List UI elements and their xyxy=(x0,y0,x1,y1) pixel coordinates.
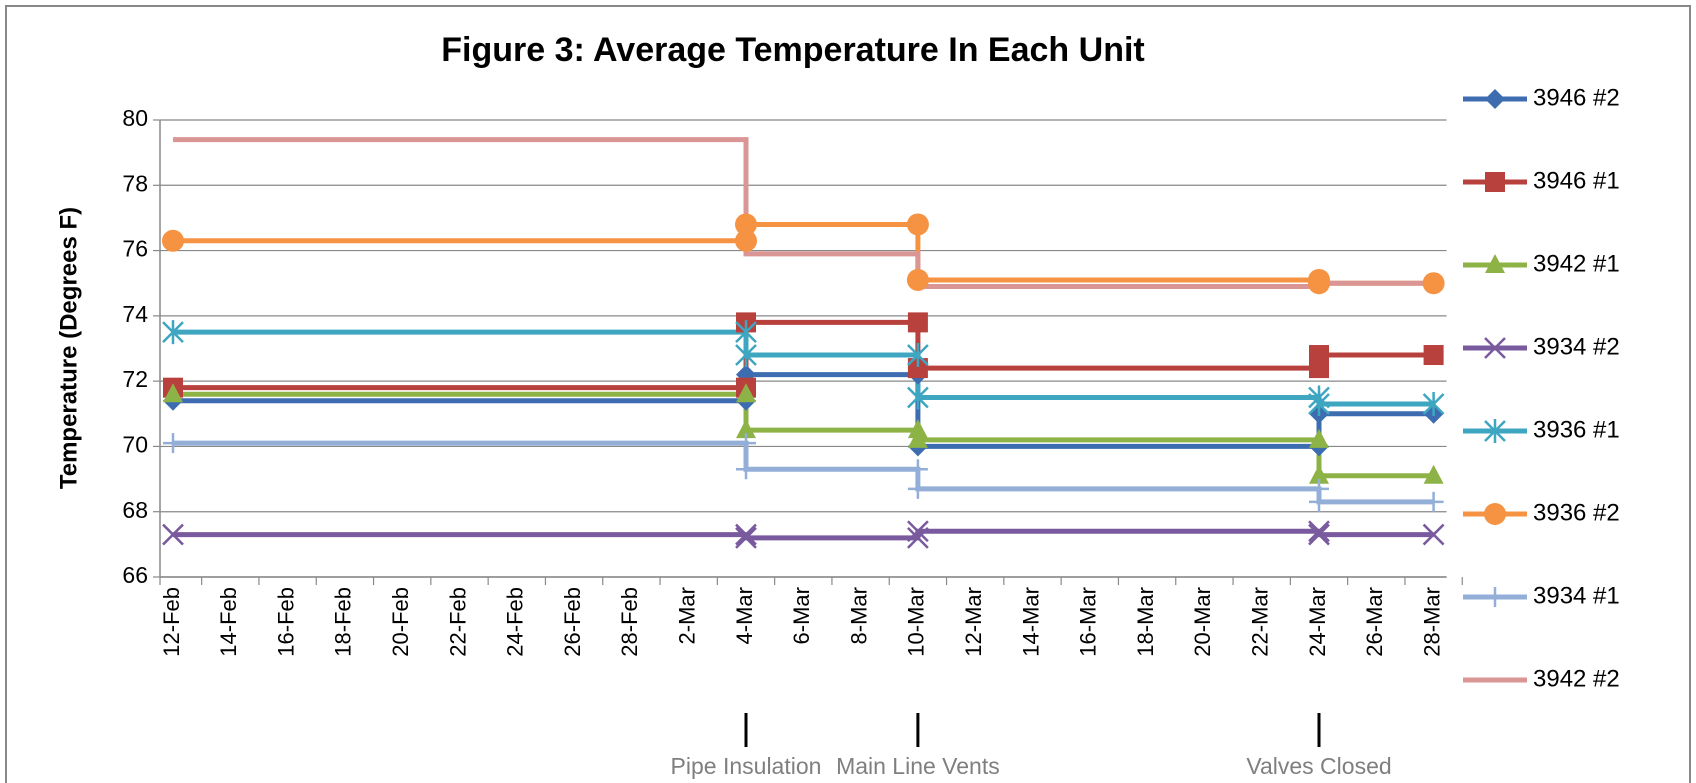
marker xyxy=(1309,464,1329,484)
marker xyxy=(162,229,184,252)
marker xyxy=(1308,520,1330,543)
x-tick-label: 18-Feb xyxy=(331,587,356,657)
chart-title: Figure 3: Average Temperature In Each Un… xyxy=(441,31,1144,69)
legend-marker xyxy=(1485,172,1505,192)
marker xyxy=(907,459,928,480)
marker xyxy=(907,343,929,368)
marker xyxy=(1422,391,1445,416)
x-tick-label: 20-Feb xyxy=(388,587,413,657)
x-tick-label: 24-Feb xyxy=(503,587,528,657)
marker xyxy=(163,383,183,403)
y-tick-label: 78 xyxy=(122,170,148,196)
marker xyxy=(1422,272,1445,295)
marker xyxy=(906,213,929,236)
marker xyxy=(736,419,756,439)
marker xyxy=(736,383,756,403)
y-tick-label: 66 xyxy=(122,562,148,588)
x-tick-label: 28-Mar xyxy=(1419,587,1444,657)
marker xyxy=(907,526,929,549)
marker xyxy=(907,385,929,410)
legend-label: 3934 #2 xyxy=(1533,333,1620,360)
marker xyxy=(735,320,757,345)
x-tick-label: 12-Feb xyxy=(159,587,184,657)
marker xyxy=(907,520,929,543)
marker xyxy=(735,526,757,549)
x-tick-label: 20-Mar xyxy=(1190,587,1215,657)
x-tick-label: 6-Mar xyxy=(789,587,814,644)
marker xyxy=(735,229,757,252)
legend-marker xyxy=(1485,89,1505,109)
x-tick-label: 12-Mar xyxy=(961,587,986,657)
legend-marker xyxy=(1484,419,1506,443)
legend-label: 3936 #2 xyxy=(1533,499,1620,526)
marker xyxy=(906,268,929,291)
marker xyxy=(907,419,928,439)
marker xyxy=(907,478,928,499)
marker xyxy=(1423,345,1444,366)
annotation-label: Valves Closed xyxy=(1246,753,1391,779)
marker xyxy=(735,343,757,368)
x-tick-label: 14-Feb xyxy=(216,587,241,657)
y-tick-label: 80 xyxy=(122,105,148,131)
legend-marker xyxy=(1484,503,1506,525)
marker xyxy=(1309,345,1329,366)
x-tick-label: 26-Mar xyxy=(1362,587,1387,657)
marker xyxy=(907,312,928,333)
marker xyxy=(1308,523,1330,546)
annotation-label: Main Line Vents xyxy=(836,753,1000,779)
marker xyxy=(735,213,757,236)
x-tick-label: 18-Mar xyxy=(1133,587,1158,657)
marker xyxy=(1309,491,1329,512)
annotation-label: Pipe Insulation xyxy=(671,753,822,779)
y-tick-label: 74 xyxy=(122,301,148,327)
marker xyxy=(736,459,756,480)
marker xyxy=(162,320,184,345)
legend-label: 3936 #1 xyxy=(1533,416,1620,443)
x-tick-label: 4-Mar xyxy=(732,587,757,644)
y-tick-label: 70 xyxy=(122,432,148,458)
y-tick-label: 68 xyxy=(122,497,148,523)
legend-label: 3934 #1 xyxy=(1533,582,1620,609)
x-tick-label: 16-Feb xyxy=(273,587,298,657)
legend-label: 3946 #1 xyxy=(1533,167,1620,194)
y-axis-label: Temperature (Degrees F) xyxy=(55,207,82,489)
x-tick-label: 16-Mar xyxy=(1076,587,1101,657)
legend-marker xyxy=(1484,337,1506,359)
marker xyxy=(907,358,928,379)
marker xyxy=(162,523,184,546)
x-tick-label: 14-Mar xyxy=(1018,587,1043,657)
marker xyxy=(1423,491,1444,512)
legend-marker xyxy=(1485,254,1505,273)
marker xyxy=(907,428,928,448)
marker xyxy=(163,433,183,454)
marker xyxy=(1423,464,1444,484)
marker xyxy=(1422,523,1445,546)
y-tick-label: 72 xyxy=(122,366,148,392)
x-tick-label: 22-Feb xyxy=(445,587,470,657)
x-tick-label: 2-Mar xyxy=(675,587,700,644)
x-tick-label: 26-Feb xyxy=(560,587,585,657)
legend-label: 3942 #1 xyxy=(1533,250,1620,277)
legend-label: 3946 #2 xyxy=(1533,84,1620,111)
x-tick-label: 10-Mar xyxy=(904,587,929,657)
x-tick-label: 8-Mar xyxy=(846,587,871,644)
marker xyxy=(1308,272,1330,295)
y-tick-label: 76 xyxy=(122,236,148,262)
marker xyxy=(736,433,756,454)
legend-label: 3942 #2 xyxy=(1533,665,1620,692)
x-tick-label: 22-Mar xyxy=(1248,587,1273,657)
x-tick-label: 24-Mar xyxy=(1305,587,1330,657)
legend-marker xyxy=(1485,587,1505,607)
marker xyxy=(735,523,757,546)
marker xyxy=(1308,391,1330,416)
marker xyxy=(1309,428,1329,448)
x-tick-label: 28-Feb xyxy=(617,587,642,657)
